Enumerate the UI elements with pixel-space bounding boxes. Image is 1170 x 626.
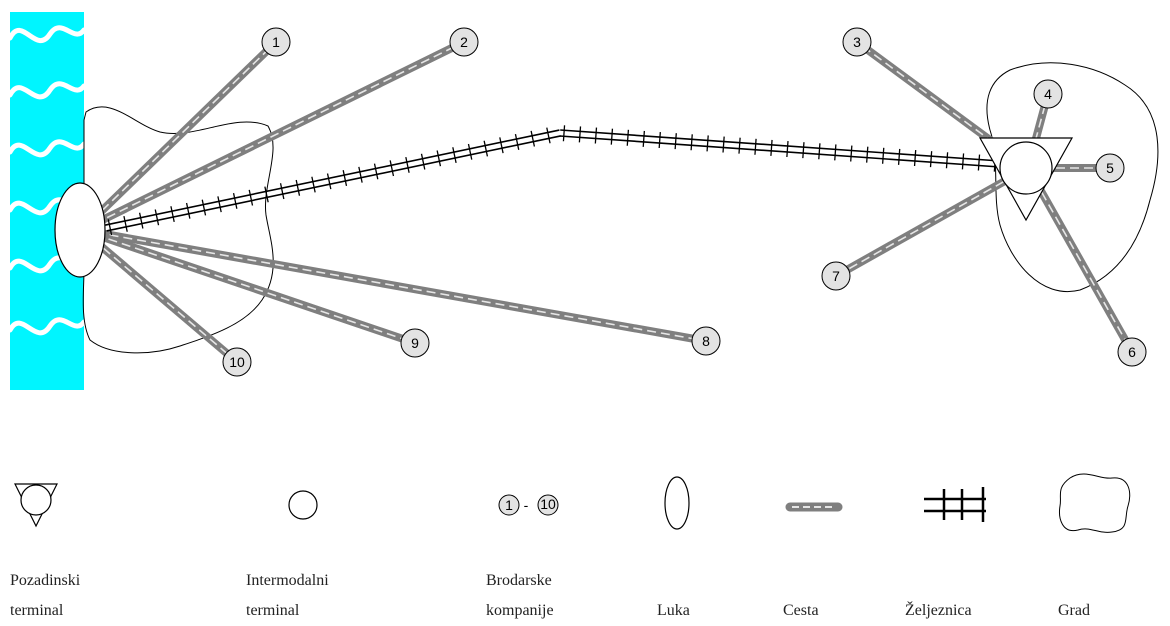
company-number: 5 [1106,160,1114,176]
company-number: 2 [460,34,468,50]
road-9 [80,226,417,347]
hinterland-terminal-icon [14,483,58,528]
legend-label-port: Luka [657,602,690,619]
legend-label-road: Cesta [783,602,819,619]
company-number: 1 [272,34,280,50]
road-1 [79,39,279,233]
company-number: 4 [1044,86,1052,102]
road-2 [80,38,466,234]
company-node-2: 2 [449,27,479,57]
company-node-7: 7 [821,261,851,291]
road-7 [834,164,1030,280]
port-icon [664,476,690,530]
company-node-9: 9 [400,328,430,358]
company-number: 8 [702,333,710,349]
legend-icons: 1 - 10 [14,473,1131,533]
company-number: 6 [1128,344,1136,360]
railway-icon [924,487,986,522]
railway [105,125,1001,236]
svg-text:1: 1 [505,497,513,513]
legend-label-intermodal-terminal: Intermodalni terminal [246,572,329,619]
company-number: 3 [853,34,861,50]
company-node-8: 8 [691,326,721,356]
company-node-5: 5 [1095,153,1125,183]
hinterland-terminal-node [978,137,1074,222]
port-node [54,182,106,278]
company-number: 7 [832,268,840,284]
legend-label-hinterland-terminal: Pozadinski terminal [10,572,81,619]
company-node-4: 4 [1033,79,1063,109]
company-node-3: 3 [842,27,872,57]
city-outline-port [82,106,274,354]
company-number: 10 [229,354,245,370]
company-nodes: 1 2 3 4 5 6 7 8 9 10 [222,27,1147,377]
road-8 [81,226,707,345]
company-node-6: 6 [1117,337,1147,367]
intermodal-terminal-icon [288,490,318,520]
city-icon [1059,473,1131,533]
roads [79,38,1136,366]
legend-label-railway: Željeznica [905,602,972,619]
company-node-1: 1 [261,27,291,57]
legend-label-city: Grad [1058,602,1090,619]
road-6 [1024,166,1136,354]
road-10 [79,226,240,366]
svg-text:10: 10 [540,496,556,512]
shipping-companies-icon: 1 - 10 [498,494,559,516]
company-number: 9 [411,335,419,351]
legend-label-shipping-companies: Brodarske kompanije [486,572,554,619]
company-node-10: 10 [222,347,252,377]
svg-text:-: - [524,497,529,513]
